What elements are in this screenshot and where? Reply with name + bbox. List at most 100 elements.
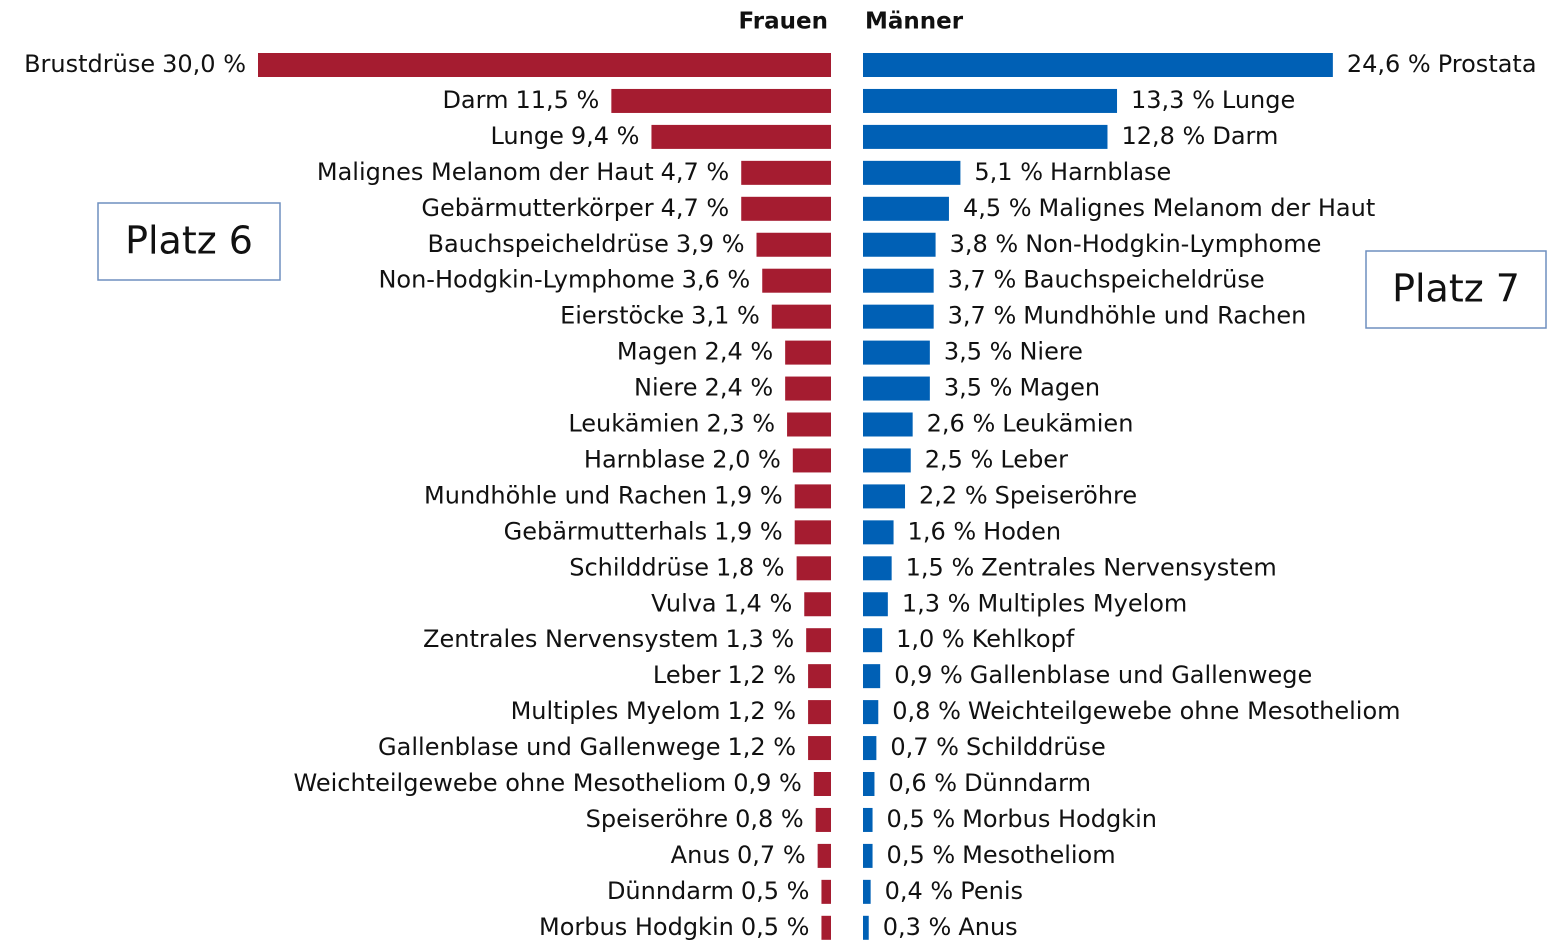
bar bbox=[785, 340, 831, 365]
bar bbox=[863, 915, 869, 940]
bar-label: 4,5 % Malignes Melanom der Haut bbox=[963, 194, 1375, 222]
value-label: 1,8 % bbox=[716, 553, 785, 581]
bar-label: Schilddrüse 1,8 % bbox=[569, 553, 784, 581]
bar-label: 3,8 % Non-Hodgkin-Lymphome bbox=[950, 230, 1322, 258]
category-label: Magen bbox=[617, 338, 698, 366]
bar bbox=[863, 592, 888, 617]
annotation-box bbox=[1365, 250, 1547, 329]
category-label: Malignes Melanom der Haut bbox=[1039, 194, 1376, 222]
category-label: Prostata bbox=[1438, 50, 1537, 78]
category-label: Weichteilgewebe ohne Mesotheliom bbox=[294, 769, 727, 797]
bar bbox=[796, 556, 831, 581]
bar bbox=[863, 448, 911, 473]
bar bbox=[808, 664, 831, 689]
value-label: 1,2 % bbox=[727, 697, 796, 725]
category-label: Leukämien bbox=[568, 410, 699, 438]
bar bbox=[863, 412, 913, 437]
category-label: Niere bbox=[1019, 338, 1083, 366]
bar-label: Bauchspeicheldrüse 3,9 % bbox=[428, 230, 745, 258]
category-label: Schilddrüse bbox=[569, 553, 709, 581]
category-label: Harnblase bbox=[584, 445, 705, 473]
bar-label: 0,6 % Dünndarm bbox=[888, 769, 1090, 797]
bar-label: Leukämien 2,3 % bbox=[568, 410, 775, 438]
value-label: 0,5 % bbox=[741, 877, 810, 905]
value-label: 9,4 % bbox=[571, 122, 640, 150]
value-label: 3,9 % bbox=[676, 230, 745, 258]
category-label: Eierstöcke bbox=[560, 302, 684, 330]
value-label: 3,6 % bbox=[682, 266, 751, 294]
bar bbox=[863, 340, 930, 365]
bar-label: 3,5 % Niere bbox=[944, 338, 1083, 366]
bar bbox=[863, 196, 949, 221]
bar bbox=[808, 700, 831, 725]
bar bbox=[821, 915, 831, 940]
bar bbox=[787, 412, 831, 437]
category-label: Speiseröhre bbox=[586, 805, 729, 833]
value-label: 1,3 % bbox=[726, 625, 795, 653]
value-label: 2,0 % bbox=[712, 445, 781, 473]
bar-label: 0,8 % Weichteilgewebe ohne Mesotheliom bbox=[892, 697, 1400, 725]
bar bbox=[741, 160, 831, 185]
bar bbox=[611, 88, 831, 113]
bar-label: 12,8 % Darm bbox=[1121, 122, 1278, 150]
value-label: 12,8 % bbox=[1121, 122, 1205, 150]
bar bbox=[863, 88, 1118, 113]
annotation: Platz 6 bbox=[125, 219, 253, 263]
category-label: Darm bbox=[442, 86, 508, 114]
category-label: Lunge bbox=[490, 122, 563, 150]
value-label: 1,9 % bbox=[714, 517, 783, 545]
value-label: 3,5 % bbox=[944, 338, 1013, 366]
bar-label: 0,9 % Gallenblase und Gallenwege bbox=[894, 661, 1312, 689]
bar bbox=[863, 807, 873, 832]
bar bbox=[863, 664, 881, 689]
category-label: Brustdrüse bbox=[24, 50, 155, 78]
bar bbox=[792, 448, 831, 473]
category-label: Speiseröhre bbox=[995, 481, 1138, 509]
value-label: 0,5 % bbox=[741, 913, 810, 941]
value-label: 2,5 % bbox=[925, 445, 994, 473]
value-label: 2,4 % bbox=[705, 338, 774, 366]
bar bbox=[863, 556, 892, 581]
bar-label: Gebärmutterhals 1,9 % bbox=[504, 517, 783, 545]
category-label: Morbus Hodgkin bbox=[962, 805, 1157, 833]
value-label: 5,1 % bbox=[974, 158, 1043, 186]
bar bbox=[863, 736, 877, 761]
value-label: 24,6 % bbox=[1347, 50, 1431, 78]
bar-label: Vulva 1,4 % bbox=[651, 589, 792, 617]
bar-label: 0,5 % Mesotheliom bbox=[887, 841, 1116, 869]
category-label: Schilddrüse bbox=[966, 733, 1106, 761]
category-label: Multiples Myelom bbox=[977, 589, 1187, 617]
bar-label: Non-Hodgkin-Lymphome 3,6 % bbox=[378, 266, 750, 294]
category-label: Leber bbox=[653, 661, 721, 689]
bar bbox=[863, 484, 906, 509]
bar bbox=[808, 736, 831, 761]
bar bbox=[794, 520, 831, 545]
bar-label: 0,5 % Morbus Hodgkin bbox=[887, 805, 1157, 833]
bar bbox=[804, 592, 831, 617]
bar bbox=[794, 484, 831, 509]
value-label: 2,4 % bbox=[705, 374, 774, 402]
category-label: Penis bbox=[960, 877, 1023, 905]
bar-label: Leber 1,2 % bbox=[653, 661, 796, 689]
bar bbox=[815, 807, 831, 832]
bar-label: 3,5 % Magen bbox=[944, 374, 1100, 402]
value-label: 4,7 % bbox=[661, 194, 730, 222]
value-label: 2,6 % bbox=[927, 410, 996, 438]
category-label: Leber bbox=[1000, 445, 1068, 473]
category-label: Mundhöhle und Rachen bbox=[1023, 302, 1306, 330]
value-label: 3,7 % bbox=[948, 266, 1017, 294]
bar bbox=[817, 843, 831, 868]
category-label: Bauchspeicheldrüse bbox=[428, 230, 669, 258]
panel-title: Frauen bbox=[739, 9, 828, 35]
category-label: Gallenblase und Gallenwege bbox=[970, 661, 1312, 689]
category-label: Zentrales Nervensystem bbox=[423, 625, 719, 653]
category-label: Lunge bbox=[1222, 86, 1295, 114]
category-label: Bauchspeicheldrüse bbox=[1023, 266, 1264, 294]
bar-label: Eierstöcke 3,1 % bbox=[560, 302, 760, 330]
bar-label: 3,7 % Bauchspeicheldrüse bbox=[948, 266, 1265, 294]
bar bbox=[762, 268, 831, 293]
bar-label: Malignes Melanom der Haut 4,7 % bbox=[317, 158, 729, 186]
value-label: 0,7 % bbox=[737, 841, 806, 869]
bar bbox=[863, 304, 934, 329]
category-label: Leukämien bbox=[1002, 410, 1133, 438]
